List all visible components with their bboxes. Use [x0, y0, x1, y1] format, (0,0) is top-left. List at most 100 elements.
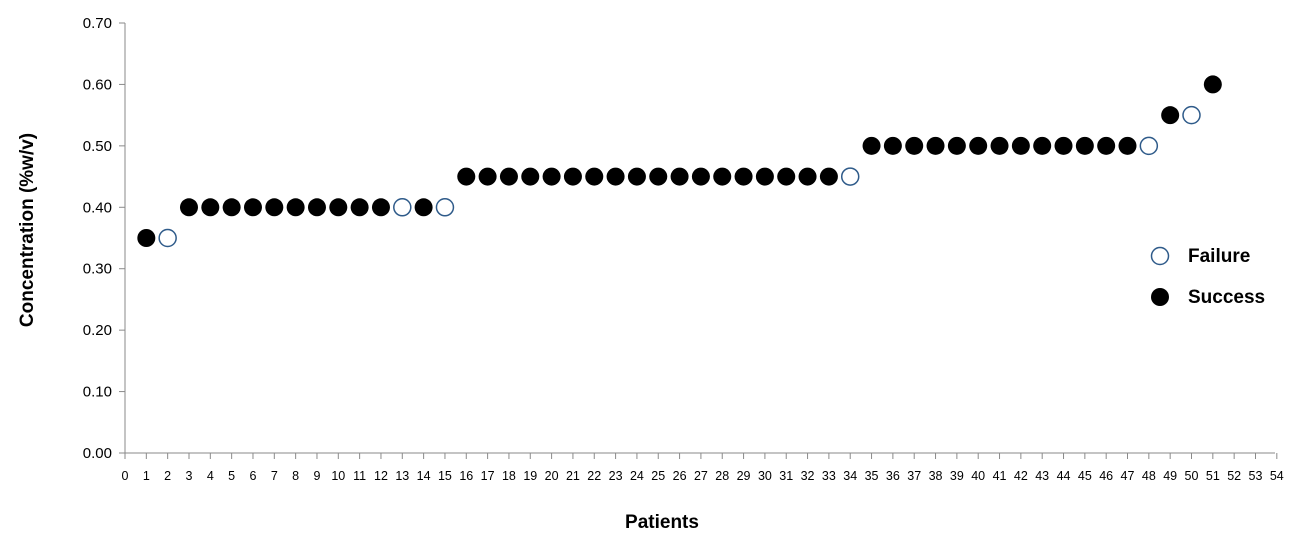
point-success: [798, 167, 817, 186]
point-success: [457, 167, 476, 186]
point-success: [243, 198, 262, 217]
x-tick-label: 19: [523, 469, 537, 483]
x-tick-label: 42: [1014, 469, 1028, 483]
x-tick-label: 25: [651, 469, 665, 483]
point-success: [265, 198, 284, 217]
point-success: [1054, 136, 1073, 155]
x-tick-label: 51: [1206, 469, 1220, 483]
x-tick-label: 47: [1121, 469, 1135, 483]
point-success: [414, 198, 433, 217]
legend-label-failure: Failure: [1188, 246, 1250, 267]
point-success: [734, 167, 753, 186]
point-success: [478, 167, 497, 186]
point-failure: [840, 167, 860, 186]
point-success: [819, 167, 838, 186]
x-tick-label: 33: [822, 469, 836, 483]
x-tick-label: 6: [250, 469, 257, 483]
point-success: [563, 167, 582, 186]
point-success: [1118, 136, 1137, 155]
x-tick-label: 24: [630, 469, 644, 483]
x-tick-label: 28: [715, 469, 729, 483]
x-tick-label: 52: [1227, 469, 1241, 483]
x-tick-label: 46: [1099, 469, 1113, 483]
point-success: [1161, 106, 1180, 125]
x-axis: 0 1 2 3 4 5 6 7 8 9 10 11 12 13 14 15 16 17 18 19 20 21 22 23 24…: [122, 452, 1284, 483]
legend-label-success: Success: [1188, 287, 1265, 308]
x-tick-label: 16: [459, 469, 473, 483]
point-success: [307, 198, 326, 217]
point-success: [137, 229, 156, 247]
point-success: [499, 167, 518, 186]
x-tick-label: 18: [502, 469, 516, 483]
point-failure: [393, 198, 412, 217]
x-tick-label: 10: [331, 469, 345, 483]
x-tick-label: 49: [1163, 469, 1177, 483]
legend-item-success: Success: [1151, 287, 1265, 308]
point-success: [1075, 136, 1094, 155]
x-tick-label: 13: [395, 469, 409, 483]
y-axis: 0.00 0.10 0.20 0.30 0.40 0.50 0.60 0.70: [83, 15, 126, 462]
x-tick-label: 14: [417, 469, 431, 483]
legend-marker-failure: [1150, 246, 1170, 266]
point-success: [670, 167, 689, 186]
x-axis-title: Patients: [625, 512, 699, 533]
legend-item-failure: Failure: [1150, 246, 1250, 267]
x-tick-label: 17: [481, 469, 495, 483]
legend: Failure Success: [1150, 246, 1265, 308]
x-tick-label: 31: [779, 469, 793, 483]
x-tick-label: 8: [292, 469, 299, 483]
x-tick-label: 54: [1270, 469, 1284, 483]
point-success: [329, 198, 348, 217]
x-tick-label: 26: [673, 469, 687, 483]
point-success: [1097, 136, 1116, 155]
x-tick-label: 15: [438, 469, 452, 483]
point-success: [201, 198, 220, 217]
x-tick-label: 32: [801, 469, 815, 483]
point-failure: [1139, 136, 1159, 156]
point-success: [286, 198, 305, 217]
y-tick-label: 0.60: [83, 76, 112, 93]
x-tick-label: 22: [587, 469, 601, 483]
point-success: [649, 167, 668, 186]
y-tick-label: 0.40: [83, 199, 112, 216]
data-points: [137, 75, 1222, 248]
point-success: [755, 167, 774, 186]
x-tick-label: 21: [566, 469, 580, 483]
y-tick-label: 0.00: [83, 445, 112, 462]
x-tick-label: 3: [186, 469, 193, 483]
x-tick-label: 36: [886, 469, 900, 483]
x-tick-label: 34: [843, 469, 857, 483]
x-tick-label: 1: [143, 469, 150, 483]
x-tick-label: 5: [228, 469, 235, 483]
point-success: [713, 167, 732, 186]
point-success: [947, 136, 966, 155]
point-success: [990, 136, 1009, 155]
point-success: [371, 198, 390, 217]
x-tick-label: 29: [737, 469, 751, 483]
x-tick-label: 9: [313, 469, 320, 483]
point-success: [1203, 75, 1222, 94]
x-tick-label: 0: [122, 469, 129, 483]
x-tick-label: 43: [1035, 469, 1049, 483]
point-success: [862, 136, 881, 155]
point-success: [926, 136, 945, 155]
x-tick-label: 7: [271, 469, 278, 483]
point-success: [627, 167, 646, 186]
y-tick-label: 0.20: [83, 322, 112, 339]
x-tick-label: 11: [353, 469, 366, 483]
y-axis-title: Concentration (%w/v): [17, 133, 38, 327]
point-failure: [435, 198, 455, 217]
x-tick-label: 39: [950, 469, 964, 483]
point-success: [969, 136, 988, 155]
x-tick-label: 44: [1057, 469, 1071, 483]
x-tick-label: 41: [993, 469, 1007, 483]
x-tick-label: 50: [1185, 469, 1199, 483]
point-success: [521, 167, 540, 186]
y-tick-label: 0.50: [83, 138, 112, 155]
x-tick-label: 4: [207, 469, 214, 483]
x-tick-label: 2: [164, 469, 171, 483]
x-tick-label: 27: [694, 469, 708, 483]
x-tick-label: 30: [758, 469, 772, 483]
x-tick-label: 48: [1142, 469, 1156, 483]
